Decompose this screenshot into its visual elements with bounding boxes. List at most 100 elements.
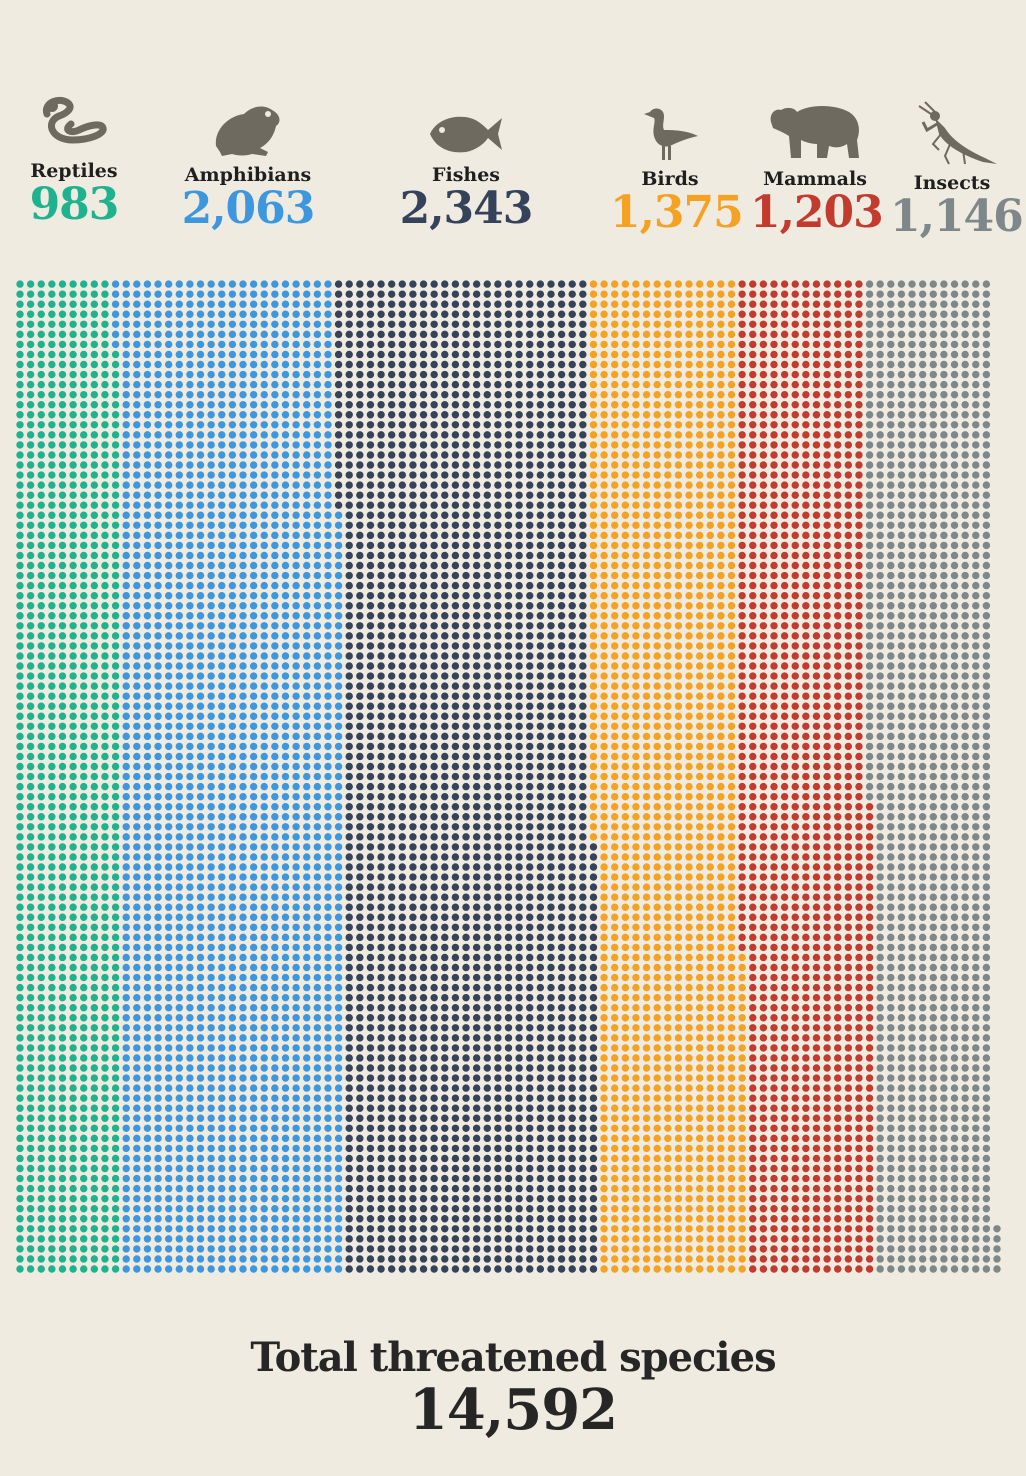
species-dot [154,591,162,600]
species-dot [515,320,523,328]
species-dot [249,501,258,509]
species-dot [536,521,545,529]
species-dot [334,742,343,751]
species-dot [377,1205,385,1213]
species-dot [143,772,152,781]
species-dot [292,642,300,650]
species-dot [536,1054,545,1062]
species-dot [504,370,513,379]
species-dot [69,451,77,459]
species-dot [345,1255,353,1263]
category-mammals: Mammals 1,203 [750,100,884,236]
species-dot [483,581,491,590]
species-dot [334,290,343,298]
species-dot [249,692,258,700]
species-dot [387,612,396,620]
species-dot [409,1215,417,1223]
species-dot [409,813,417,821]
species-dot [345,1064,353,1072]
species-dot [334,903,343,911]
species-dot [430,380,438,389]
species-dot [249,1215,258,1223]
species-dot [292,993,300,1002]
species-dot [494,330,502,339]
species-dot [494,551,502,560]
species-dot [58,360,67,369]
species-dot [483,1144,491,1153]
species-dot [90,310,99,318]
species-dot [387,1194,396,1203]
species-dot [451,1064,460,1072]
species-dot [377,401,385,409]
species-dot [483,1094,491,1102]
species-dot [207,290,215,298]
species-dot [494,612,502,620]
species-dot [462,1014,470,1022]
species-dot [504,1084,513,1092]
species-dot [249,722,258,730]
species-dot [504,652,513,660]
species-dot [164,993,173,1002]
species-dot [387,622,396,630]
species-dot [218,702,226,710]
species-dot [271,782,279,791]
species-dot [218,1114,226,1122]
species-dot [48,1084,56,1092]
species-dot [175,1104,183,1112]
species-dot [430,561,438,570]
species-dot [281,863,290,871]
species-dot [334,441,343,449]
species-dot [228,702,237,710]
species-dot [111,953,120,962]
species-dot [430,401,438,409]
species-dot [90,612,99,620]
species-dot [196,280,205,288]
species-dot [101,370,109,379]
species-dot [366,511,375,519]
species-dot [101,380,109,389]
species-dot [101,612,109,620]
species-dot [196,481,205,489]
species-dot [324,722,332,730]
species-dot [292,662,300,670]
species-dot [472,441,481,449]
species-dot [430,813,438,821]
species-dot [143,652,152,660]
species-dot [90,652,99,660]
species-dot [356,411,364,419]
species-dot [228,1094,237,1102]
species-dot [398,913,406,921]
species-dot [111,1014,120,1022]
species-dot [483,662,491,670]
species-dot [462,1154,470,1163]
species-dot [430,833,438,841]
species-dot [164,1245,173,1253]
species-dot [313,290,322,298]
species-dot [37,511,45,519]
species-dot [387,581,396,590]
species-dot [239,642,247,650]
species-dot [377,722,385,730]
species-dot [239,843,247,851]
species-dot [409,712,417,720]
species-dot [387,591,396,600]
species-dot [228,632,237,640]
species-dot [271,662,279,670]
species-dot [69,431,77,439]
species-dot [122,1235,130,1243]
species-dot [26,1064,35,1072]
species-dot [154,873,162,881]
species-dot [334,1014,343,1022]
species-dot [472,732,481,741]
species-dot [515,732,523,741]
species-dot [154,1014,162,1022]
species-dot [218,1184,226,1193]
species-dot [441,762,449,771]
species-dot [16,853,24,861]
species-dot [462,722,470,730]
species-dot [69,933,77,942]
species-dot [101,843,109,851]
species-dot [271,441,279,449]
species-dot [324,390,332,399]
species-dot [377,1064,385,1072]
